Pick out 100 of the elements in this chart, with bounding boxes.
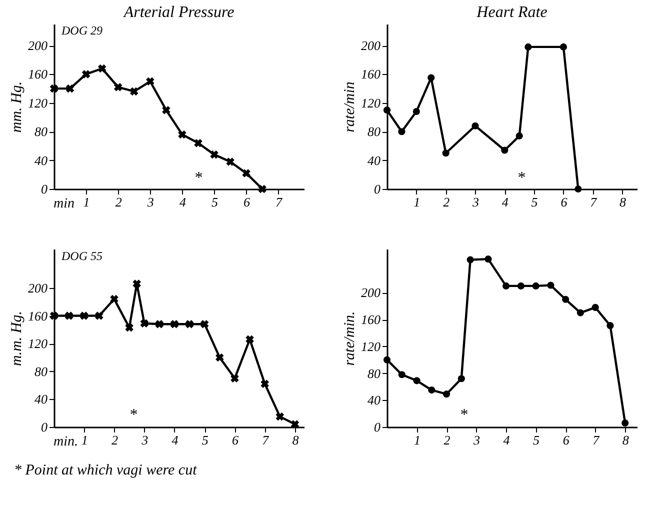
point [516, 132, 523, 140]
point [276, 412, 284, 421]
point [200, 320, 209, 328]
x-tick-label: 5 [202, 432, 209, 448]
x-tick-label: 7 [590, 194, 598, 210]
y-tick-label: 80 [34, 364, 48, 379]
point [98, 64, 106, 73]
x-tick-label: 7 [276, 194, 283, 210]
x-tick-label: 8 [620, 194, 627, 210]
point [246, 335, 254, 344]
y-tick-label: 160 [361, 66, 381, 82]
point [398, 128, 406, 136]
point [140, 319, 148, 328]
y-tick-label: 200 [361, 38, 381, 54]
x-tick-label: 4 [179, 194, 186, 210]
x-tick-label: 2 [115, 194, 122, 210]
point [502, 282, 510, 290]
point [398, 371, 406, 378]
point [114, 82, 122, 92]
x-axis-title: min [54, 196, 74, 212]
point [125, 323, 134, 332]
point [132, 280, 141, 288]
y-tick-label: 0 [374, 182, 381, 196]
y-tick-label: 0 [41, 420, 48, 434]
point [66, 84, 74, 93]
point [547, 282, 554, 289]
y-tick-label: 40 [368, 152, 381, 168]
y-axis-title: m.m. Hg. [9, 311, 25, 366]
point [80, 312, 88, 320]
chart-title: Heart Rate [476, 4, 548, 21]
x-tick-label: 5 [533, 432, 540, 448]
x-tick-label: 7 [262, 432, 270, 448]
annotation: DOG 29 [60, 24, 102, 38]
annotation: * [129, 406, 137, 424]
point [428, 74, 435, 82]
point [622, 419, 629, 426]
y-tick-label: 0 [41, 182, 48, 196]
point [606, 322, 614, 330]
x-tick-label: 6 [232, 432, 239, 448]
text: * Point at which vagi were cut [14, 462, 198, 479]
point [484, 256, 492, 263]
y-axis-title: mm. Hg. [9, 81, 25, 133]
point [146, 77, 154, 86]
point [290, 420, 300, 428]
x-tick-label: 5 [531, 194, 538, 210]
x-tick-label: 4 [502, 194, 509, 210]
y-tick-label: 120 [28, 336, 48, 352]
x-tick-label: 6 [244, 194, 251, 210]
y-tick-label: 0 [374, 420, 381, 434]
point [428, 386, 436, 394]
y-tick-label: 40 [34, 152, 48, 168]
point [178, 130, 186, 139]
y-tick-label: 80 [368, 366, 381, 381]
point [130, 87, 138, 96]
point [517, 282, 524, 290]
x-tick-label: 4 [172, 432, 179, 448]
y-tick-label: 200 [361, 285, 381, 300]
point [532, 282, 540, 290]
y-tick-label: 200 [28, 38, 48, 54]
x-tick-label: 7 [592, 432, 600, 448]
point [501, 146, 508, 154]
x-tick-label: 3 [471, 194, 480, 210]
y-tick-label: 120 [28, 95, 48, 110]
point [242, 169, 250, 178]
y-tick-label: 80 [368, 124, 381, 140]
point [260, 380, 269, 388]
x-tick-label: 8 [292, 432, 300, 448]
point [185, 320, 194, 328]
x-tick-label: 3 [146, 194, 154, 210]
x-tick-label: 3 [472, 432, 481, 448]
x-tick-label: 5 [212, 194, 219, 210]
y-axis-title: rate/min. [342, 311, 358, 366]
point [50, 84, 58, 93]
x-tick-label: 6 [560, 194, 568, 210]
point [412, 108, 420, 116]
y-tick-label: 160 [28, 308, 48, 324]
x-tick-label: 4 [503, 432, 510, 448]
x-tick-label: 6 [562, 432, 570, 448]
y-tick-label: 160 [28, 66, 48, 82]
y-tick-label: 40 [368, 392, 381, 408]
point [82, 70, 90, 78]
point [442, 150, 450, 157]
y-tick-label: 200 [28, 280, 48, 296]
point [210, 150, 218, 159]
point [592, 304, 599, 311]
x-tick-label: 1 [414, 194, 420, 210]
x-tick-label: 2 [111, 432, 118, 448]
point [64, 312, 74, 320]
x-tick-label: 1 [414, 432, 421, 448]
point [562, 296, 570, 303]
point [442, 390, 450, 398]
point [576, 309, 584, 316]
point [216, 353, 224, 362]
point [258, 184, 266, 194]
x-tick-label: 3 [140, 432, 149, 448]
y-tick-label: 160 [361, 312, 381, 328]
point [194, 138, 202, 148]
x-tick-label: 1 [81, 432, 88, 448]
annotation: * [517, 169, 525, 186]
point [466, 256, 474, 264]
